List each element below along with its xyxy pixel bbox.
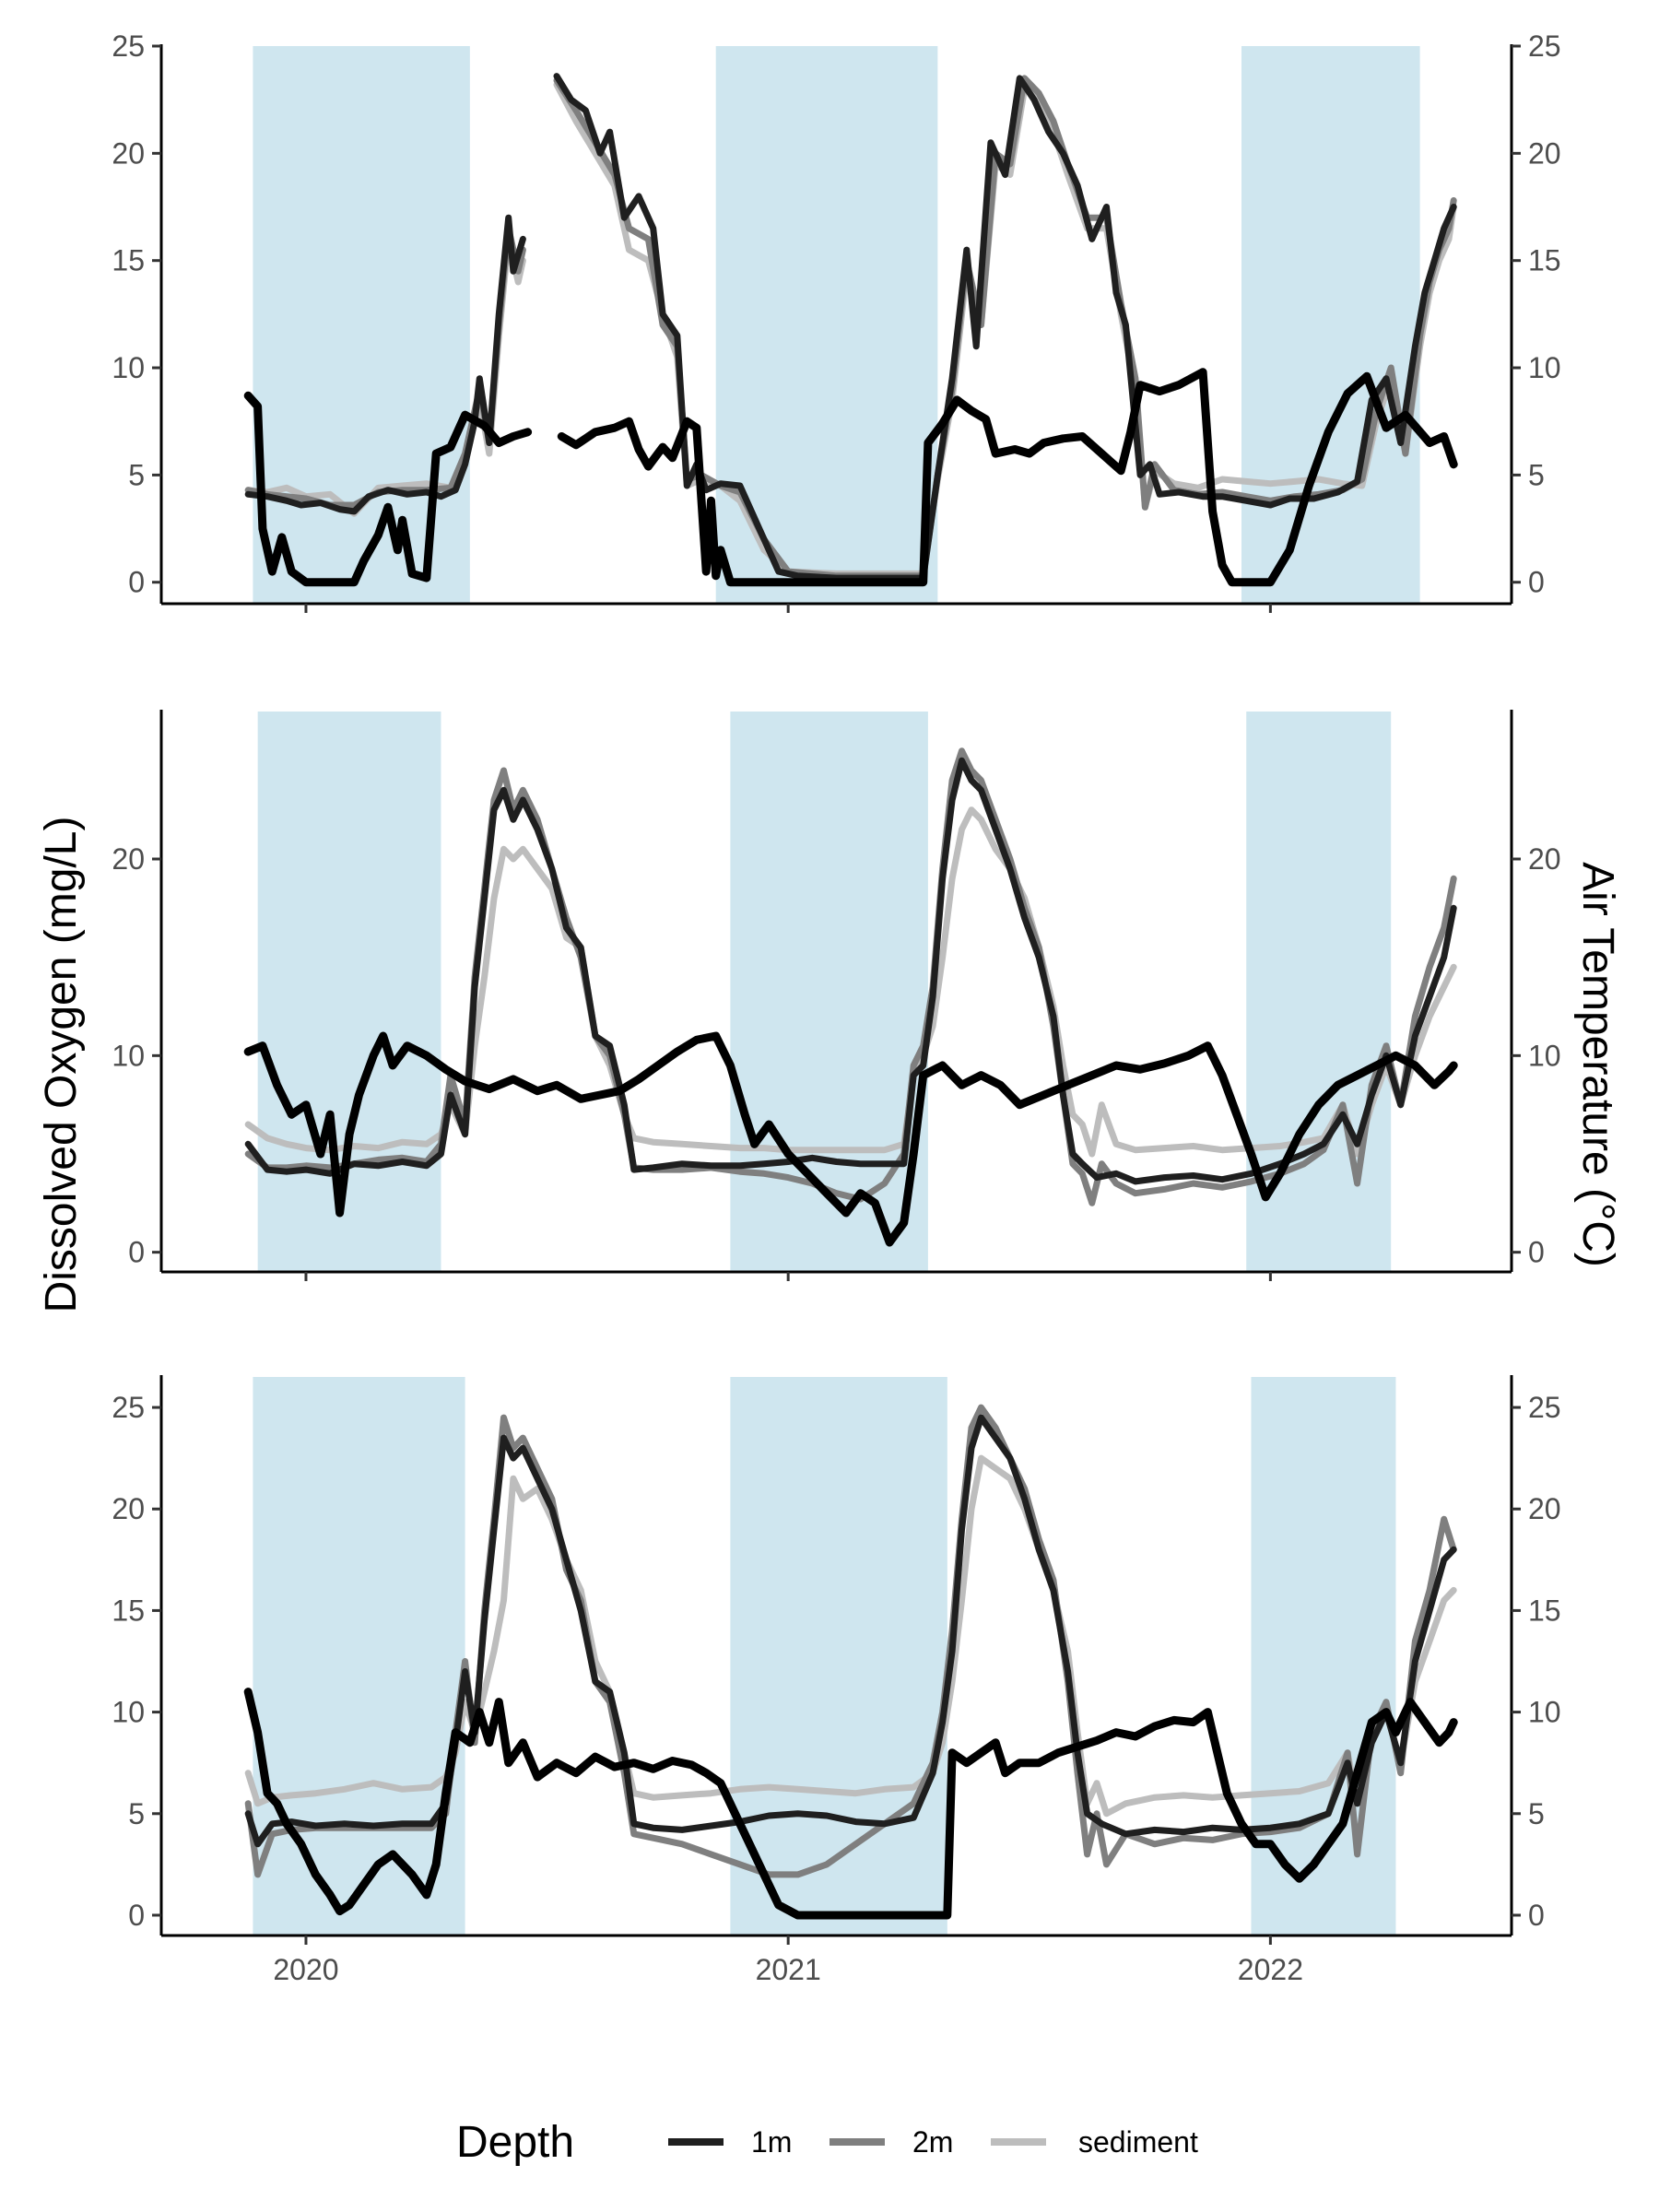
- y-tick-label-left: 25: [112, 1391, 145, 1424]
- legend: Depth 1m 2m sediment: [456, 2118, 1198, 2167]
- y-tick-label-left: 15: [112, 1594, 145, 1627]
- y-tick-label-right: 10: [1528, 351, 1561, 384]
- ice-shading: [730, 712, 928, 1272]
- y-tick-label-right: 20: [1528, 842, 1561, 876]
- y-tick-label-left: 20: [112, 136, 145, 170]
- y-tick-label-right: 5: [1528, 458, 1545, 491]
- y-tick-label-right: 5: [1528, 1797, 1545, 1830]
- y-tick-label-right: 0: [1528, 566, 1545, 599]
- y-tick-label-left: 0: [128, 1899, 145, 1932]
- y-tick-label-left: 0: [128, 566, 145, 599]
- y-tick-label-right: 10: [1528, 1039, 1561, 1072]
- y-tick-label-left: 5: [128, 458, 145, 491]
- y-tick-label-left: 0: [128, 1236, 145, 1269]
- y-tick-label-right: 20: [1528, 1492, 1561, 1525]
- ice-shading: [253, 1377, 465, 1936]
- y-tick-label-left: 15: [112, 244, 145, 277]
- y-tick-label-right: 0: [1528, 1899, 1545, 1932]
- y-tick-label-right: 20: [1528, 136, 1561, 170]
- series-line-air-temperature: [243, 1031, 1458, 1247]
- y-tick-label-left: 10: [112, 1696, 145, 1729]
- x-tick-label: 2020: [273, 1953, 338, 1986]
- y-tick-label-right: 15: [1528, 1594, 1561, 1627]
- ice-shading: [1241, 46, 1420, 604]
- y-axis-title-right: Air Temperature (°C): [1573, 862, 1622, 1267]
- series-line-air-temperature: [243, 1688, 1458, 1920]
- y-tick-label-left: 20: [112, 842, 145, 876]
- y-tick-label-left: 25: [112, 29, 145, 63]
- y-tick-label-right: 25: [1528, 29, 1561, 63]
- legend-label-2m: 2m: [912, 2125, 953, 2159]
- y-tick-label-left: 20: [112, 1492, 145, 1525]
- x-tick-label: 2021: [756, 1953, 821, 1986]
- y-tick-label-right: 0: [1528, 1236, 1545, 1269]
- y-tick-label-left: 5: [128, 1797, 145, 1830]
- ice-shading: [257, 712, 441, 1272]
- y-axis-title-left: Dissolved Oxygen (mg/L): [37, 817, 86, 1313]
- series-line-1m: [244, 1414, 1457, 1848]
- legend-title: Depth: [456, 2118, 574, 2167]
- ice-shading: [1251, 1377, 1396, 1936]
- legend-label-sediment: sediment: [1078, 2125, 1198, 2159]
- x-tick-label: 2022: [1238, 1953, 1303, 1986]
- y-tick-label-right: 25: [1528, 1391, 1561, 1424]
- y-tick-label-right: 15: [1528, 244, 1561, 277]
- ice-shading: [253, 46, 470, 604]
- series-line-air-temperature: [243, 368, 1458, 587]
- y-tick-label-left: 10: [112, 351, 145, 384]
- y-tick-label-right: 10: [1528, 1696, 1561, 1729]
- series-line-1m: [244, 73, 1457, 582]
- legend-label-1m: 1m: [751, 2125, 792, 2159]
- panel-2: 0 0 10 10 20 20: [112, 710, 1561, 1281]
- panel-1: 0 0 5 5 10 10 15 15 20 20 25 25: [112, 29, 1561, 613]
- ice-shading: [730, 1377, 947, 1936]
- y-tick-label-left: 10: [112, 1039, 145, 1072]
